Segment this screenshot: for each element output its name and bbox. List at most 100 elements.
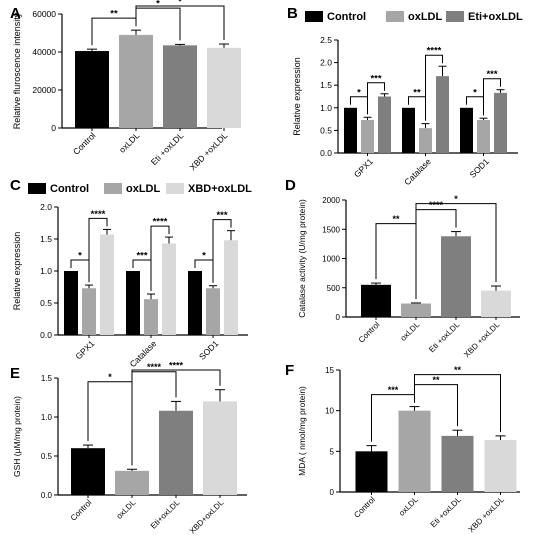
x-tick-label: SOD1	[467, 156, 491, 180]
x-tick-label: Control	[71, 130, 98, 157]
legend-swatch	[386, 11, 404, 22]
significance-label: *	[357, 87, 361, 98]
bar	[361, 120, 374, 153]
x-tick-label: GPX1	[352, 156, 375, 179]
x-tick-label: XBD +oxLDL	[467, 495, 507, 535]
y-axis-label: Relative fluroscence intensity	[12, 12, 22, 129]
significance-label: **	[392, 214, 400, 224]
y-axis-label: MDA ( nmol/mg protein)	[297, 386, 307, 476]
legend-label: oxLDL	[126, 183, 161, 195]
panel-c: C Control oxLDL XBD+oxLDL 0.0 0.5 1.0 1.5 2.0 Rel…	[10, 177, 252, 369]
bar	[361, 284, 391, 317]
bar	[402, 107, 415, 153]
bar	[162, 243, 176, 335]
x-tick-label: GPX1	[73, 338, 96, 361]
legend-swatch	[28, 183, 46, 194]
bar	[441, 236, 471, 317]
bar	[436, 76, 449, 153]
bar	[115, 470, 149, 495]
x-tick-label: Eti +oxLDL	[149, 130, 186, 167]
panel-letter: D	[285, 177, 296, 194]
bar	[188, 271, 202, 335]
bar	[206, 288, 220, 335]
significance-bracket	[367, 82, 385, 115]
significance-label: **	[432, 375, 440, 385]
significance-bracket	[150, 225, 170, 292]
x-tick-label: Control	[357, 320, 382, 345]
x-tick-label: oxLDL	[115, 498, 138, 521]
x-tick-label: oxLDL	[117, 130, 142, 155]
bar	[355, 451, 388, 492]
x-tick-label: Catalase	[402, 156, 433, 187]
bar	[203, 401, 237, 495]
significance-label: ***	[216, 210, 227, 221]
significance-label: *	[473, 87, 477, 98]
y-tick-label: 20000	[32, 85, 56, 95]
bar	[401, 303, 431, 317]
y-tick-label: 1500	[322, 225, 340, 234]
bar	[64, 271, 78, 335]
bar	[344, 107, 357, 153]
significance-bracket	[131, 369, 221, 466]
significance-label: *	[156, 0, 160, 10]
significance-bracket	[135, 5, 225, 41]
y-axis-label: Catalase activity (U/mg protein)	[297, 199, 307, 318]
significance-label: ***	[486, 69, 497, 80]
y-tick-label: 5	[330, 447, 335, 456]
x-tick-label: XBD +oxLDL	[187, 130, 229, 172]
x-tick-label: oxLDL	[399, 320, 422, 343]
significance-label: *	[454, 194, 458, 204]
legend-label: XBD+oxLDL	[188, 183, 252, 195]
bar	[126, 271, 140, 335]
panel-a: A 0 20000 40000 60000 Relative fluroscence in…	[10, 0, 241, 172]
y-axis-label: Relative expression	[12, 232, 22, 311]
significance-bracket	[425, 54, 443, 121]
x-tick-label: XBD+oxLDL	[188, 498, 226, 536]
legend-swatch	[166, 183, 184, 194]
significance-label: *	[78, 251, 82, 262]
legend-label: Control	[327, 11, 366, 23]
panel-letter: E	[10, 365, 20, 382]
significance-label: **	[110, 9, 118, 20]
y-tick-label: 1000	[322, 255, 340, 264]
y-tick-label: 0	[51, 123, 56, 133]
bar	[144, 299, 158, 335]
bar	[481, 290, 511, 317]
significance-label: ***	[136, 251, 147, 262]
legend-swatch	[446, 11, 464, 22]
panel-d: D 0 500 1000 1500 2000 Catalase activity (U/mg…	[285, 177, 520, 359]
y-tick-label: 2.0	[40, 202, 52, 212]
panel-b: B Control oxLDL Eti+oxLDL 0.0 0.5 1.0 1.5 2.0 2.5…	[287, 5, 523, 187]
legend-label: Control	[50, 183, 89, 195]
y-axis-label: GSH (μM/mg protein)	[12, 396, 22, 477]
bar	[100, 234, 114, 335]
y-tick-label: 1.5	[320, 80, 332, 90]
y-tick-label: 1.0	[41, 413, 53, 422]
significance-bracket	[212, 219, 232, 283]
panel-e: E 0.0 0.5 1.0 1.5 GSH (μM/mg protein) Control o…	[10, 361, 247, 536]
significance-bracket	[88, 217, 108, 283]
y-tick-label: 500	[327, 284, 341, 293]
legend-swatch	[104, 183, 122, 194]
y-tick-label: 0.0	[41, 491, 53, 500]
panel-f: F 0 5 10 15 MDA ( nmol/mg protein) Control oxLD…	[285, 362, 520, 534]
y-axis-label: Relative expression	[292, 57, 302, 136]
y-tick-label: 1.0	[320, 103, 332, 113]
y-tick-label: 0.5	[40, 298, 52, 308]
y-tick-label: 0	[336, 313, 341, 322]
significance-label: **	[454, 365, 462, 375]
bar	[224, 240, 238, 335]
bar	[71, 448, 105, 495]
y-tick-label: 0.0	[320, 148, 332, 158]
significance-label: ***	[388, 385, 399, 395]
x-tick-label: Control	[69, 498, 94, 523]
significance-label: *	[108, 372, 112, 382]
y-tick-label: 1.0	[40, 266, 52, 276]
x-tick-label: XBD +oxLDL	[462, 320, 502, 360]
significance-label: *	[178, 0, 182, 8]
y-tick-label: 0	[330, 488, 335, 497]
panel-letter: C	[10, 177, 21, 194]
panel-letter: F	[285, 362, 294, 379]
significance-label: ****	[153, 217, 168, 228]
bar	[207, 47, 241, 128]
